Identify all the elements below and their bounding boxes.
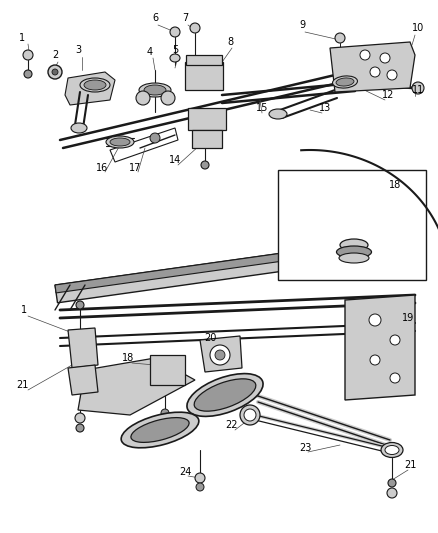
Ellipse shape <box>332 76 357 88</box>
Circle shape <box>196 483 204 491</box>
Text: 20: 20 <box>204 333 216 343</box>
Circle shape <box>162 418 169 425</box>
Text: 17: 17 <box>129 163 141 173</box>
Bar <box>55 252 294 293</box>
Text: 23: 23 <box>299 443 311 453</box>
Ellipse shape <box>187 374 263 416</box>
Ellipse shape <box>336 246 371 258</box>
Text: 1: 1 <box>21 305 27 315</box>
Ellipse shape <box>110 138 130 146</box>
Text: 3: 3 <box>75 45 81 55</box>
Text: 12: 12 <box>382 90 394 100</box>
Ellipse shape <box>339 253 369 263</box>
Circle shape <box>387 70 397 80</box>
Bar <box>188 108 226 130</box>
Circle shape <box>76 301 84 309</box>
Polygon shape <box>330 200 375 215</box>
Text: 16: 16 <box>96 163 108 173</box>
Ellipse shape <box>106 136 134 148</box>
Polygon shape <box>330 42 415 92</box>
Circle shape <box>150 133 160 143</box>
Text: 7: 7 <box>182 13 188 23</box>
Text: 22: 22 <box>226 420 238 430</box>
Circle shape <box>170 27 180 37</box>
Ellipse shape <box>121 412 199 448</box>
Text: 19: 19 <box>402 313 414 323</box>
Ellipse shape <box>144 85 166 95</box>
Polygon shape <box>68 365 98 395</box>
Circle shape <box>369 314 381 326</box>
Circle shape <box>412 82 424 94</box>
Ellipse shape <box>71 123 87 133</box>
Ellipse shape <box>131 418 189 442</box>
Ellipse shape <box>381 442 403 457</box>
Circle shape <box>195 473 205 483</box>
Ellipse shape <box>194 379 256 411</box>
Bar <box>185 62 223 90</box>
Text: 21: 21 <box>404 460 416 470</box>
Ellipse shape <box>80 78 110 92</box>
Text: 18: 18 <box>389 180 401 190</box>
Ellipse shape <box>269 109 287 119</box>
Text: 24: 24 <box>179 467 191 477</box>
Circle shape <box>23 50 33 60</box>
Polygon shape <box>200 336 242 372</box>
Ellipse shape <box>170 54 180 62</box>
Text: 9: 9 <box>299 20 305 30</box>
Ellipse shape <box>139 83 171 97</box>
Circle shape <box>75 413 85 423</box>
Text: 10: 10 <box>412 23 424 33</box>
Circle shape <box>335 33 345 43</box>
Circle shape <box>161 91 175 105</box>
Circle shape <box>370 355 380 365</box>
Ellipse shape <box>340 239 368 251</box>
Circle shape <box>387 488 397 498</box>
Text: 2: 2 <box>52 50 58 60</box>
Circle shape <box>52 69 58 75</box>
Bar <box>55 252 295 303</box>
Text: 15: 15 <box>256 103 268 113</box>
Circle shape <box>390 373 400 383</box>
Circle shape <box>390 335 400 345</box>
Polygon shape <box>110 128 178 162</box>
Polygon shape <box>65 72 115 105</box>
Circle shape <box>210 345 230 365</box>
Circle shape <box>380 53 390 63</box>
Text: 14: 14 <box>169 155 181 165</box>
Circle shape <box>48 65 62 79</box>
Text: 13: 13 <box>319 103 331 113</box>
Circle shape <box>215 350 225 360</box>
Ellipse shape <box>244 409 256 421</box>
Bar <box>278 170 426 280</box>
Text: 4: 4 <box>147 47 153 57</box>
Text: 6: 6 <box>152 13 158 23</box>
Circle shape <box>388 479 396 487</box>
Ellipse shape <box>385 446 399 455</box>
Text: 1: 1 <box>19 33 25 43</box>
Text: 18: 18 <box>122 353 134 363</box>
Circle shape <box>161 409 169 417</box>
Polygon shape <box>68 328 98 368</box>
Circle shape <box>190 23 200 33</box>
Circle shape <box>136 91 150 105</box>
Bar <box>186 55 222 65</box>
Polygon shape <box>345 295 415 400</box>
Bar <box>192 130 222 148</box>
Circle shape <box>201 161 209 169</box>
Polygon shape <box>78 358 195 415</box>
Text: 21: 21 <box>16 380 28 390</box>
Circle shape <box>360 50 370 60</box>
Text: 8: 8 <box>227 37 233 47</box>
Ellipse shape <box>336 78 354 86</box>
Circle shape <box>370 67 380 77</box>
Circle shape <box>76 424 84 432</box>
Ellipse shape <box>84 80 106 90</box>
Bar <box>150 355 185 385</box>
Text: 5: 5 <box>172 45 178 55</box>
Circle shape <box>24 70 32 78</box>
Text: 11: 11 <box>412 85 424 95</box>
Ellipse shape <box>240 405 260 425</box>
